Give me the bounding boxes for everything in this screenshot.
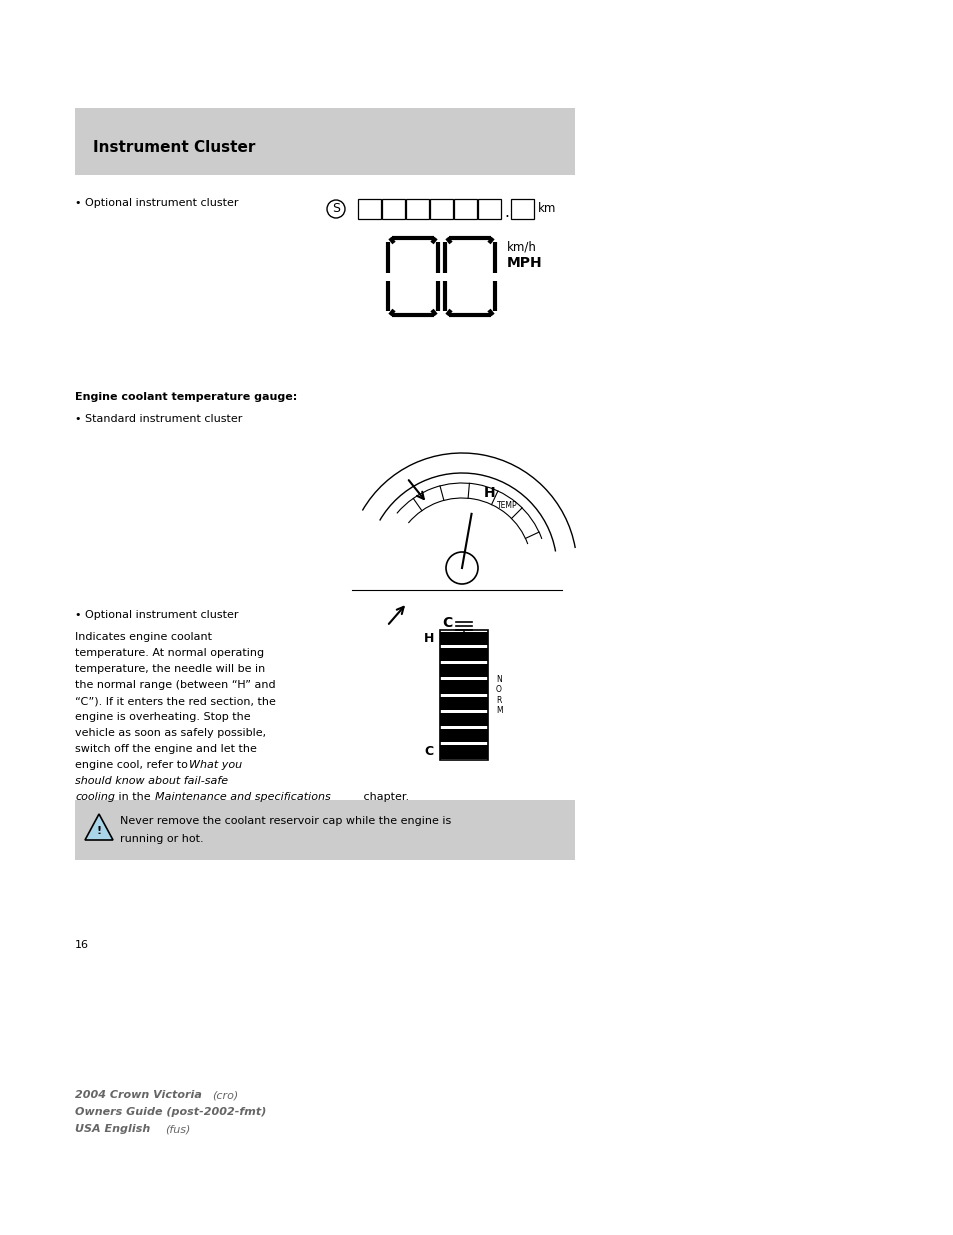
Bar — [75, 800, 575, 860]
Bar — [430, 199, 453, 219]
Text: Engine coolant temperature gauge:: Engine coolant temperature gauge: — [75, 391, 297, 403]
Text: What you: What you — [189, 760, 242, 769]
Text: Owners Guide (post-2002-fmt): Owners Guide (post-2002-fmt) — [75, 1107, 266, 1116]
Text: N
O
R
M: N O R M — [496, 674, 502, 715]
Bar — [439, 680, 488, 694]
Text: “C”). If it enters the red section, the: “C”). If it enters the red section, the — [75, 697, 275, 706]
Text: engine cool, refer to: engine cool, refer to — [75, 760, 192, 769]
Bar — [439, 631, 488, 645]
Text: • Optional instrument cluster: • Optional instrument cluster — [75, 610, 238, 620]
Text: MPH: MPH — [506, 256, 542, 270]
Text: 2004 Crown Victoria: 2004 Crown Victoria — [75, 1091, 206, 1100]
Text: temperature. At normal operating: temperature. At normal operating — [75, 648, 264, 658]
Text: H: H — [423, 632, 434, 645]
Text: Instrument Cluster: Instrument Cluster — [92, 140, 255, 156]
Text: running or hot.: running or hot. — [120, 834, 203, 844]
Text: chapter.: chapter. — [359, 792, 409, 802]
Text: • Standard instrument cluster: • Standard instrument cluster — [75, 414, 242, 424]
Bar — [439, 697, 488, 710]
Text: should know about fail-safe: should know about fail-safe — [75, 776, 228, 785]
Text: !: ! — [96, 826, 101, 836]
Text: Never remove the coolant reservoir cap while the engine is: Never remove the coolant reservoir cap w… — [120, 816, 451, 826]
Text: 16: 16 — [75, 940, 89, 950]
Bar — [357, 199, 380, 219]
Bar — [439, 647, 488, 661]
Text: TEMP: TEMP — [497, 501, 517, 510]
Text: (fus): (fus) — [165, 1124, 191, 1134]
Text: Indicates engine coolant: Indicates engine coolant — [75, 632, 212, 642]
Text: cooling: cooling — [75, 792, 115, 802]
Bar — [454, 199, 476, 219]
Text: S: S — [332, 203, 339, 215]
Bar — [439, 664, 488, 677]
Text: .: . — [503, 205, 508, 220]
Text: temperature, the needle will be in: temperature, the needle will be in — [75, 664, 265, 674]
Text: in the: in the — [115, 792, 154, 802]
Text: vehicle as soon as safely possible,: vehicle as soon as safely possible, — [75, 727, 266, 739]
Text: the normal range (between “H” and: the normal range (between “H” and — [75, 680, 275, 690]
Text: USA English: USA English — [75, 1124, 154, 1134]
Text: km/h: km/h — [506, 240, 537, 253]
Polygon shape — [85, 814, 112, 840]
Bar — [381, 199, 405, 219]
Bar — [75, 107, 575, 175]
Text: km: km — [537, 203, 556, 215]
Bar — [439, 713, 488, 726]
Text: switch off the engine and let the: switch off the engine and let the — [75, 743, 256, 755]
Bar — [406, 199, 429, 219]
Bar — [439, 630, 488, 760]
Text: • Optional instrument cluster: • Optional instrument cluster — [75, 198, 238, 207]
Text: engine is overheating. Stop the: engine is overheating. Stop the — [75, 713, 251, 722]
Circle shape — [446, 552, 477, 584]
Bar — [439, 729, 488, 742]
Bar — [439, 745, 488, 758]
Text: Maintenance and specifications: Maintenance and specifications — [154, 792, 331, 802]
Bar — [511, 199, 534, 219]
Text: C: C — [441, 616, 452, 630]
Text: C: C — [424, 745, 434, 758]
Text: (cro): (cro) — [212, 1091, 238, 1100]
Bar — [477, 199, 500, 219]
Text: H: H — [483, 487, 496, 500]
